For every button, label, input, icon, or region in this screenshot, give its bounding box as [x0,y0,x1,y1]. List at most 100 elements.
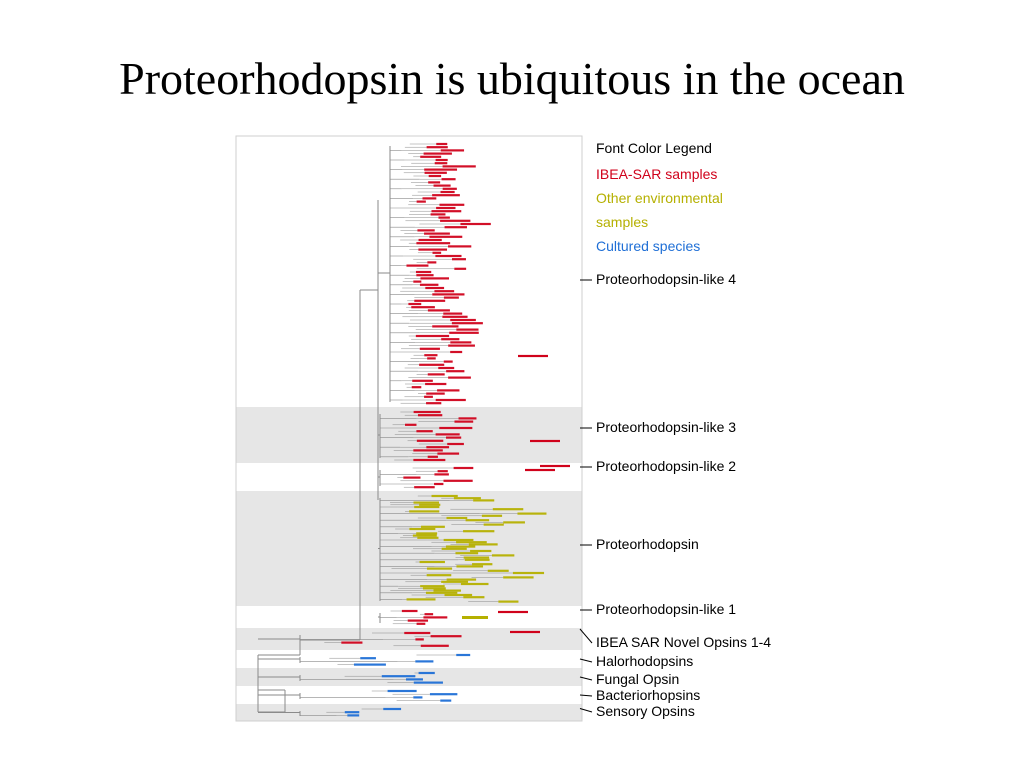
slide-title: Proteorhodopsin is ubiquitous in the oce… [119,53,905,104]
tip-label [436,206,456,210]
tip-label [413,458,446,462]
tip-label [415,638,424,641]
tip-label [442,187,457,190]
tip-label [440,219,471,222]
tip-label [449,331,479,334]
clade-band [236,628,582,650]
tip-label [426,446,450,449]
tip-label [427,357,436,360]
tip-label [440,149,465,152]
tip-label [423,152,452,155]
tip-label [458,417,477,420]
tip-label [424,232,450,235]
tip-label [443,296,459,299]
tip-label [441,580,469,583]
tip-label [420,155,442,158]
tip-label [418,671,435,675]
tip-label [510,630,540,634]
tip-label [424,613,434,616]
tip-label [443,360,453,363]
clade-leader-line [579,658,593,663]
tip-label [434,290,455,293]
tip-label [425,382,447,386]
tip-label [420,585,445,588]
clade-band [236,491,582,606]
tip-label [360,657,376,660]
tip-label [426,402,442,405]
tip-label [450,341,472,344]
clade-leader-line [579,676,593,681]
tip-label [456,653,471,657]
tip-label [413,410,441,414]
tip-label [431,494,458,498]
tip-label [424,354,438,357]
tip-label [517,512,547,515]
tip-label [503,521,525,524]
tip-label [405,678,423,681]
clade-band [236,137,582,407]
clade-label: Proteorhodopsin-like 4 [596,271,736,287]
tip-label [463,556,490,559]
tip-label [435,433,460,436]
tip-label [426,392,445,395]
tip-label [456,541,487,544]
tip-label [438,366,455,370]
legend-item: IBEA-SAR samples [596,166,717,182]
tip-label [472,563,493,566]
tip-label [409,510,440,513]
tip-label [448,376,471,379]
tip-label [498,610,528,614]
tip-label [440,699,452,702]
tip-label [434,482,444,486]
tip-label [403,476,421,479]
tip-label [412,379,433,382]
clade-band [236,650,582,668]
tip-label [417,414,443,417]
tip-label [404,631,431,635]
tip-label [437,452,460,455]
clade-label: Proteorhodopsin [596,536,699,552]
tip-label [416,622,426,625]
tip-label [420,525,445,528]
tip-label [433,589,461,592]
tip-label [446,370,465,373]
tip-label [432,325,459,328]
tip-label [433,184,451,187]
tip-label [428,181,441,184]
tip-label [429,235,463,238]
tip-label [446,436,462,439]
tip-label [427,455,438,458]
tip-label [453,497,481,500]
tip-label [427,309,450,312]
tip-label [411,306,435,309]
tip-label [341,641,363,644]
tip-label [454,267,467,270]
tip-label [440,190,455,194]
clade-label: Bacteriorhopsins [596,687,700,703]
tip-label [430,213,446,216]
tip-label [443,479,473,482]
tip-label [462,616,488,619]
tip-label [437,470,448,473]
clade-leader-line [579,628,593,644]
tip-label [451,322,483,325]
tip-label [414,299,446,302]
tip-label [424,168,458,171]
tip-label [419,363,445,366]
tip-label [512,571,545,575]
tip-label [448,344,475,347]
tip-label [413,501,440,504]
tip-label [383,707,402,711]
tip-label [406,598,436,601]
clade-label: Proteorhodopsin-like 3 [596,419,736,435]
tip-label [487,569,509,572]
tip-label [419,283,439,286]
clade-band [236,704,582,721]
tip-label [419,347,440,350]
legend-item: Other environmental [596,190,723,206]
tip-label [415,270,432,274]
tip-label [442,315,468,318]
tip-label [401,609,418,613]
tip-label [441,547,467,550]
tip-label [420,644,449,647]
